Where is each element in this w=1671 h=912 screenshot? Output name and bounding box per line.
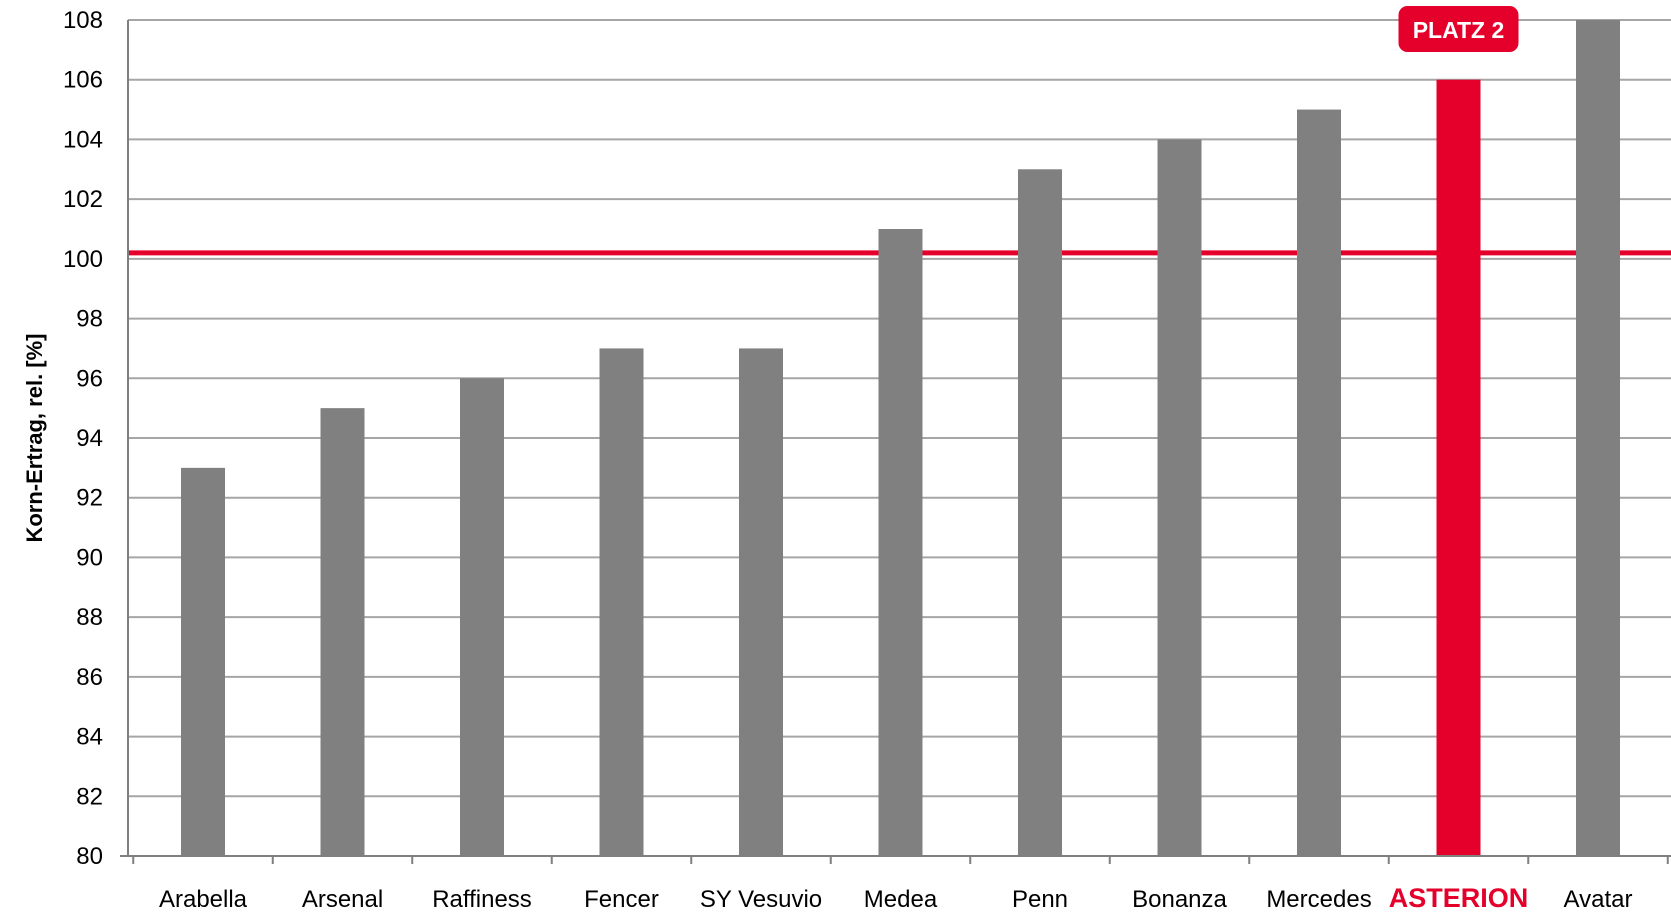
y-tick-label: 102 xyxy=(63,186,103,213)
bar-mercedes xyxy=(1297,109,1341,857)
badge-label: PLATZ 2 xyxy=(1413,17,1505,43)
x-tick-label: Penn xyxy=(1012,886,1068,912)
bar-sy-vesuvio xyxy=(739,348,783,856)
y-tick-label: 100 xyxy=(63,246,103,273)
x-tick-label: Arsenal xyxy=(302,886,383,912)
bars xyxy=(181,20,1620,857)
bar-avatar xyxy=(1576,20,1620,856)
y-tick-label: 94 xyxy=(76,425,103,452)
y-tick-label: 88 xyxy=(76,604,103,631)
bar-bonanza xyxy=(1157,139,1202,856)
x-tick-label: Raffiness xyxy=(432,886,532,912)
bar-arabella xyxy=(181,467,225,856)
y-tick-label: 82 xyxy=(76,783,103,810)
y-tick-label: 84 xyxy=(76,724,103,751)
x-tick-labels: Arabella Arsenal Raffiness Fencer SY Vesuvio… xyxy=(159,883,1633,912)
y-tick-label: 86 xyxy=(76,664,103,691)
x-tick-label: Arabella xyxy=(159,886,248,912)
bar-raffiness xyxy=(460,378,504,856)
x-tick-label: Fencer xyxy=(584,886,659,912)
x-tick-label: Mercedes xyxy=(1266,886,1371,912)
y-tick-label: 80 xyxy=(76,843,103,870)
bar-penn xyxy=(1018,169,1062,857)
bar-fencer xyxy=(599,348,644,856)
y-tick-label: 90 xyxy=(76,544,103,571)
x-tick-label: Medea xyxy=(864,886,938,912)
y-tick-label: 96 xyxy=(76,365,103,392)
y-tick-label: 98 xyxy=(76,306,103,333)
y-axis-label: Korn-Ertrag, rel. [%] xyxy=(22,333,47,542)
y-tick-label: 104 xyxy=(63,126,103,153)
axes xyxy=(120,20,1671,864)
x-tick-label: ASTERION xyxy=(1389,883,1529,912)
highlight-badge: PLATZ 2 xyxy=(1398,6,1519,52)
bar-asterion xyxy=(1436,79,1481,856)
x-tick-label: SY Vesuvio xyxy=(700,886,822,912)
y-tick-label: 108 xyxy=(63,7,103,34)
bar-medea xyxy=(878,229,923,856)
y-tick-label: 106 xyxy=(63,67,103,94)
y-tick-label: 92 xyxy=(76,485,103,512)
badge-background xyxy=(1398,6,1519,52)
bar-arsenal xyxy=(320,408,365,856)
x-tick-label: Bonanza xyxy=(1132,886,1227,912)
x-tick-label: Avatar xyxy=(1564,886,1633,912)
y-tick-labels: 80 82 84 86 88 90 92 94 96 98 100 102 104 106 108 xyxy=(63,7,103,870)
